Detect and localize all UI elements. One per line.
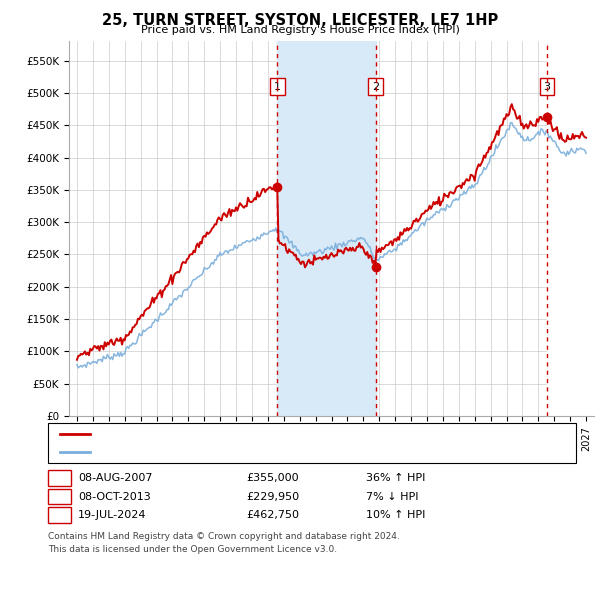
Text: 10% ↑ HPI: 10% ↑ HPI xyxy=(366,510,425,520)
Text: £229,950: £229,950 xyxy=(246,492,299,502)
Text: Contains HM Land Registry data © Crown copyright and database right 2024.
This d: Contains HM Land Registry data © Crown c… xyxy=(48,532,400,553)
Text: 1: 1 xyxy=(56,473,63,483)
Bar xyxy=(547,41,594,416)
Text: 08-OCT-2013: 08-OCT-2013 xyxy=(78,492,151,502)
Text: Price paid vs. HM Land Registry's House Price Index (HPI): Price paid vs. HM Land Registry's House … xyxy=(140,25,460,35)
Text: 1: 1 xyxy=(274,81,281,91)
Bar xyxy=(277,41,376,416)
Text: 3: 3 xyxy=(56,510,63,520)
Bar xyxy=(547,41,594,416)
Text: 25, TURN STREET, SYSTON, LEICESTER, LE7 1HP: 25, TURN STREET, SYSTON, LEICESTER, LE7 … xyxy=(102,13,498,28)
Text: 08-AUG-2007: 08-AUG-2007 xyxy=(78,473,152,483)
Text: 7% ↓ HPI: 7% ↓ HPI xyxy=(366,492,419,502)
Text: 3: 3 xyxy=(544,81,550,91)
Text: 2: 2 xyxy=(372,81,379,91)
Text: £355,000: £355,000 xyxy=(246,473,299,483)
Text: £462,750: £462,750 xyxy=(246,510,299,520)
Text: 2: 2 xyxy=(56,492,63,502)
Text: 36% ↑ HPI: 36% ↑ HPI xyxy=(366,473,425,483)
Text: HPI: Average price, detached house, Charnwood: HPI: Average price, detached house, Char… xyxy=(96,447,348,457)
Text: 19-JUL-2024: 19-JUL-2024 xyxy=(78,510,146,520)
Text: 25, TURN STREET, SYSTON, LEICESTER, LE7 1HP (detached house): 25, TURN STREET, SYSTON, LEICESTER, LE7 … xyxy=(96,430,442,440)
